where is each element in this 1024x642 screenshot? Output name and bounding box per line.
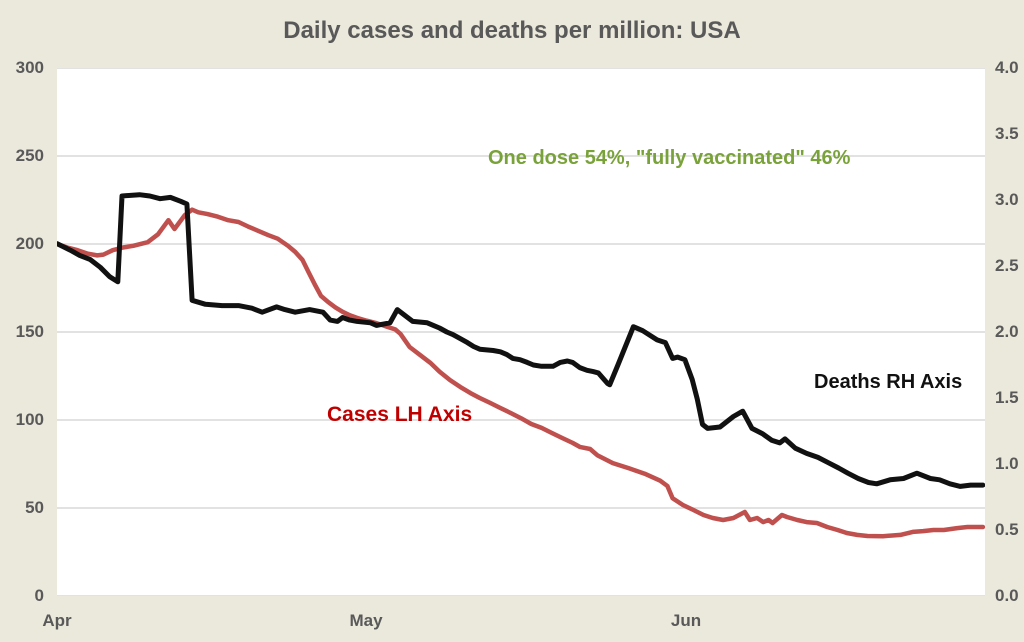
left-axis-tick: 50 bbox=[25, 498, 44, 517]
right-axis-tick: 4.0 bbox=[995, 58, 1019, 77]
right-axis-tick: 2.5 bbox=[995, 256, 1019, 275]
left-axis-tick: 250 bbox=[15, 146, 44, 165]
left-axis-tick-labels: 300 250 200 150 100 50 0 bbox=[0, 58, 44, 605]
left-axis-tick: 100 bbox=[15, 410, 44, 429]
right-axis-tick: 3.0 bbox=[995, 190, 1019, 209]
right-axis-tick-labels: 4.0 3.5 3.0 2.5 2.0 1.5 1.0 0.5 0.0 bbox=[995, 58, 1024, 605]
chart-title: Daily cases and deaths per million: USA bbox=[283, 17, 741, 44]
annotation-vaccination-note: One dose 54%, "fully vaccinated" 46% bbox=[488, 147, 851, 169]
x-axis-label-apr: Apr bbox=[42, 611, 72, 630]
annotation-cases-series-label: Cases LH Axis bbox=[327, 403, 473, 426]
left-axis-tick: 200 bbox=[15, 234, 44, 253]
annotation-deaths-series-label: Deaths RH Axis bbox=[814, 371, 963, 393]
right-axis-tick: 3.5 bbox=[995, 124, 1019, 143]
left-axis-tick: 300 bbox=[15, 58, 44, 77]
right-axis-tick: 1.5 bbox=[995, 388, 1019, 407]
series-line-deaths bbox=[57, 192, 985, 489]
chart-canvas bbox=[57, 68, 985, 596]
right-axis-tick: 0.0 bbox=[995, 586, 1019, 605]
plot-area bbox=[57, 68, 985, 596]
series-line-cases bbox=[57, 207, 985, 539]
right-axis-tick: 0.5 bbox=[995, 520, 1019, 539]
x-axis-label-may: May bbox=[349, 611, 383, 630]
right-axis-tick: 2.0 bbox=[995, 322, 1019, 341]
left-axis-tick: 150 bbox=[15, 322, 44, 341]
left-axis-tick: 0 bbox=[34, 586, 44, 605]
x-axis-label-jun: Jun bbox=[670, 611, 702, 630]
x-axis-month-labels: Apr May Jun bbox=[0, 611, 1024, 633]
right-axis-tick: 1.0 bbox=[995, 454, 1019, 473]
